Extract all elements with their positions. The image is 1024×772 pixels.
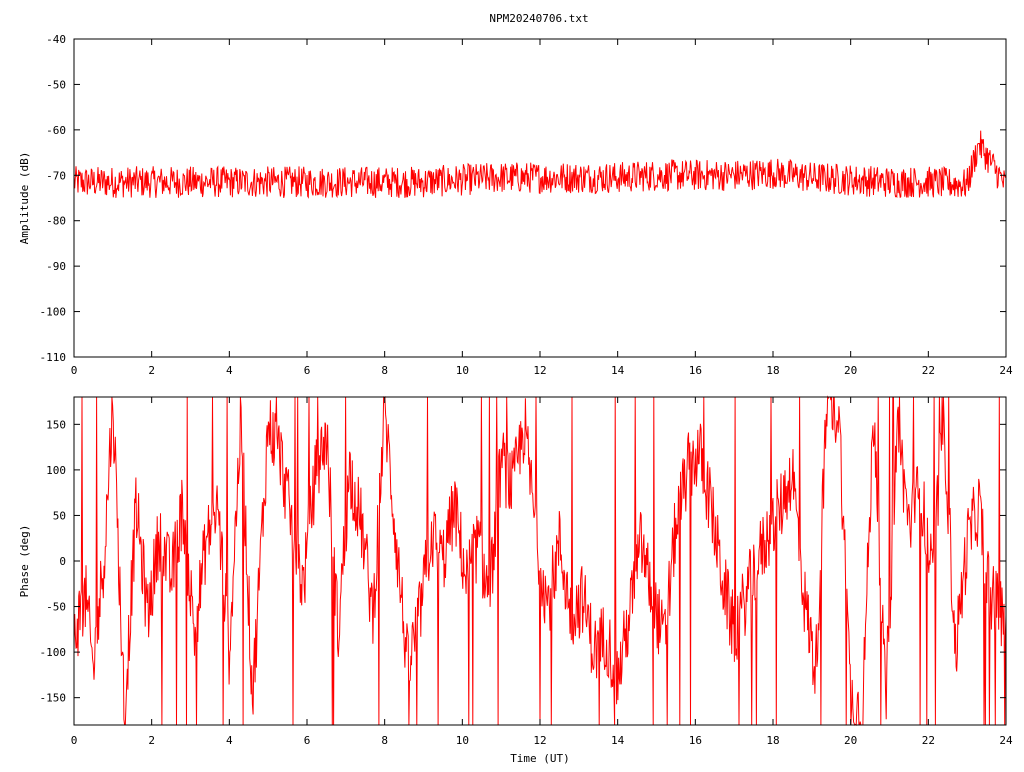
phase-axis-label: Phase (deg) <box>18 525 31 598</box>
y-tick-label: -90 <box>46 260 66 273</box>
x-tick-label: 24 <box>999 364 1013 377</box>
y-tick-label: 0 <box>59 555 66 568</box>
chart-title: NPM20240706.txt <box>489 12 588 25</box>
x-tick-label: 10 <box>456 364 469 377</box>
phase-series-line <box>73 395 1007 727</box>
y-tick-label: -150 <box>40 692 67 705</box>
x-tick-label: 0 <box>71 734 78 747</box>
x-tick-label: 8 <box>381 734 388 747</box>
y-tick-label: -50 <box>46 601 66 614</box>
x-tick-label: 12 <box>533 364 546 377</box>
y-tick-label: 100 <box>46 464 66 477</box>
x-tick-label: 2 <box>148 734 155 747</box>
phase-panel: 0 2 4 6 8 10 12 14 16 18 20 22 24150100500-50-100-15… <box>18 395 1013 765</box>
x-tick-label: 20 <box>844 734 857 747</box>
y-tick-label: 50 <box>53 509 66 522</box>
x-tick-label: 22 <box>922 364 935 377</box>
x-tick-label: 12 <box>533 734 546 747</box>
time-axis-label: Time (UT) <box>510 752 570 765</box>
x-tick-label: 24 <box>999 734 1013 747</box>
x-tick-label: 4 <box>226 734 233 747</box>
amplitude-axis-label: Amplitude (dB) <box>18 152 31 245</box>
x-tick-label: 0 <box>71 364 78 377</box>
x-tick-label: 16 <box>689 364 702 377</box>
x-tick-label: 20 <box>844 364 857 377</box>
x-tick-label: 14 <box>611 364 625 377</box>
y-tick-label: -100 <box>40 646 67 659</box>
y-tick-label: -70 <box>46 169 66 182</box>
x-tick-label: 18 <box>766 734 779 747</box>
x-tick-label: 4 <box>226 364 233 377</box>
x-tick-label: 6 <box>304 734 311 747</box>
x-tick-label: 10 <box>456 734 469 747</box>
x-tick-label: 6 <box>304 364 311 377</box>
y-tick-label: -50 <box>46 78 66 91</box>
y-tick-label: -40 <box>46 33 66 46</box>
x-tick-label: 18 <box>766 364 779 377</box>
amplitude-panel: 0 2 4 6 8 10 12 14 16 18 20 22 24-40-50-60-70-80-90-… <box>18 33 1013 377</box>
x-tick-label: 14 <box>611 734 625 747</box>
x-tick-label: 16 <box>689 734 702 747</box>
amplitude-series-line <box>73 130 1007 199</box>
y-tick-label: 150 <box>46 418 66 431</box>
x-tick-label: 2 <box>148 364 155 377</box>
y-tick-label: -80 <box>46 215 66 228</box>
x-tick-label: 22 <box>922 734 935 747</box>
y-tick-label: -110 <box>40 351 67 364</box>
y-tick-label: -60 <box>46 124 66 137</box>
y-tick-label: -100 <box>40 306 67 319</box>
x-tick-label: 8 <box>381 364 388 377</box>
amplitude-plot-frame <box>73 38 1007 358</box>
